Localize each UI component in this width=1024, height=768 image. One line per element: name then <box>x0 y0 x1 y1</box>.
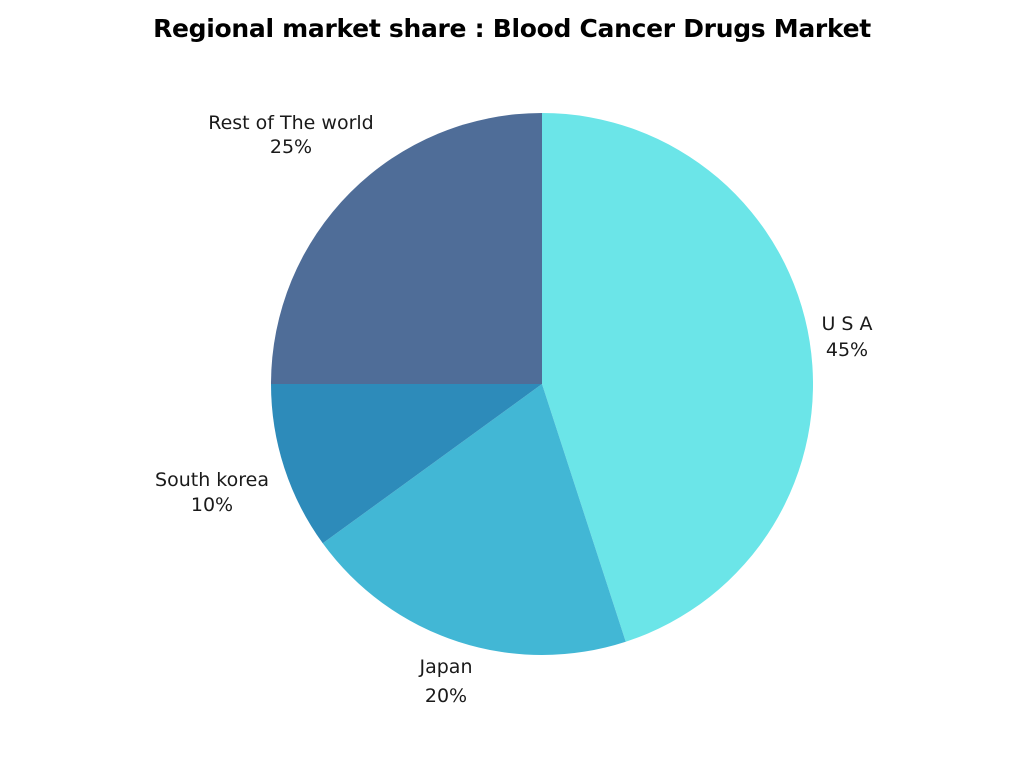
pie-slice-rest-of-the-world <box>271 113 542 384</box>
pie-slices <box>271 113 814 656</box>
slice-value-u-s-a: 45% <box>826 339 868 361</box>
slice-value-japan: 20% <box>425 685 467 707</box>
pie-slice-japan <box>322 384 626 656</box>
slice-label-south-korea: South korea <box>155 469 269 491</box>
slice-value-south-korea: 10% <box>191 494 233 516</box>
slice-label-u-s-a: U S A <box>821 313 872 335</box>
slice-value-rest-of-the-world: 25% <box>270 136 312 158</box>
pie-slice-u-s-a <box>542 113 814 642</box>
slice-label-rest-of-the-world: Rest of The world <box>208 112 373 134</box>
slice-label-japan: Japan <box>419 656 473 678</box>
pie-labels: U S A 45% Japan 20% South korea 10% Rest of Th… <box>155 112 872 707</box>
pie-slice-south-korea <box>271 384 542 544</box>
chart-title: Regional market share : Blood Cancer Dru… <box>153 14 871 43</box>
